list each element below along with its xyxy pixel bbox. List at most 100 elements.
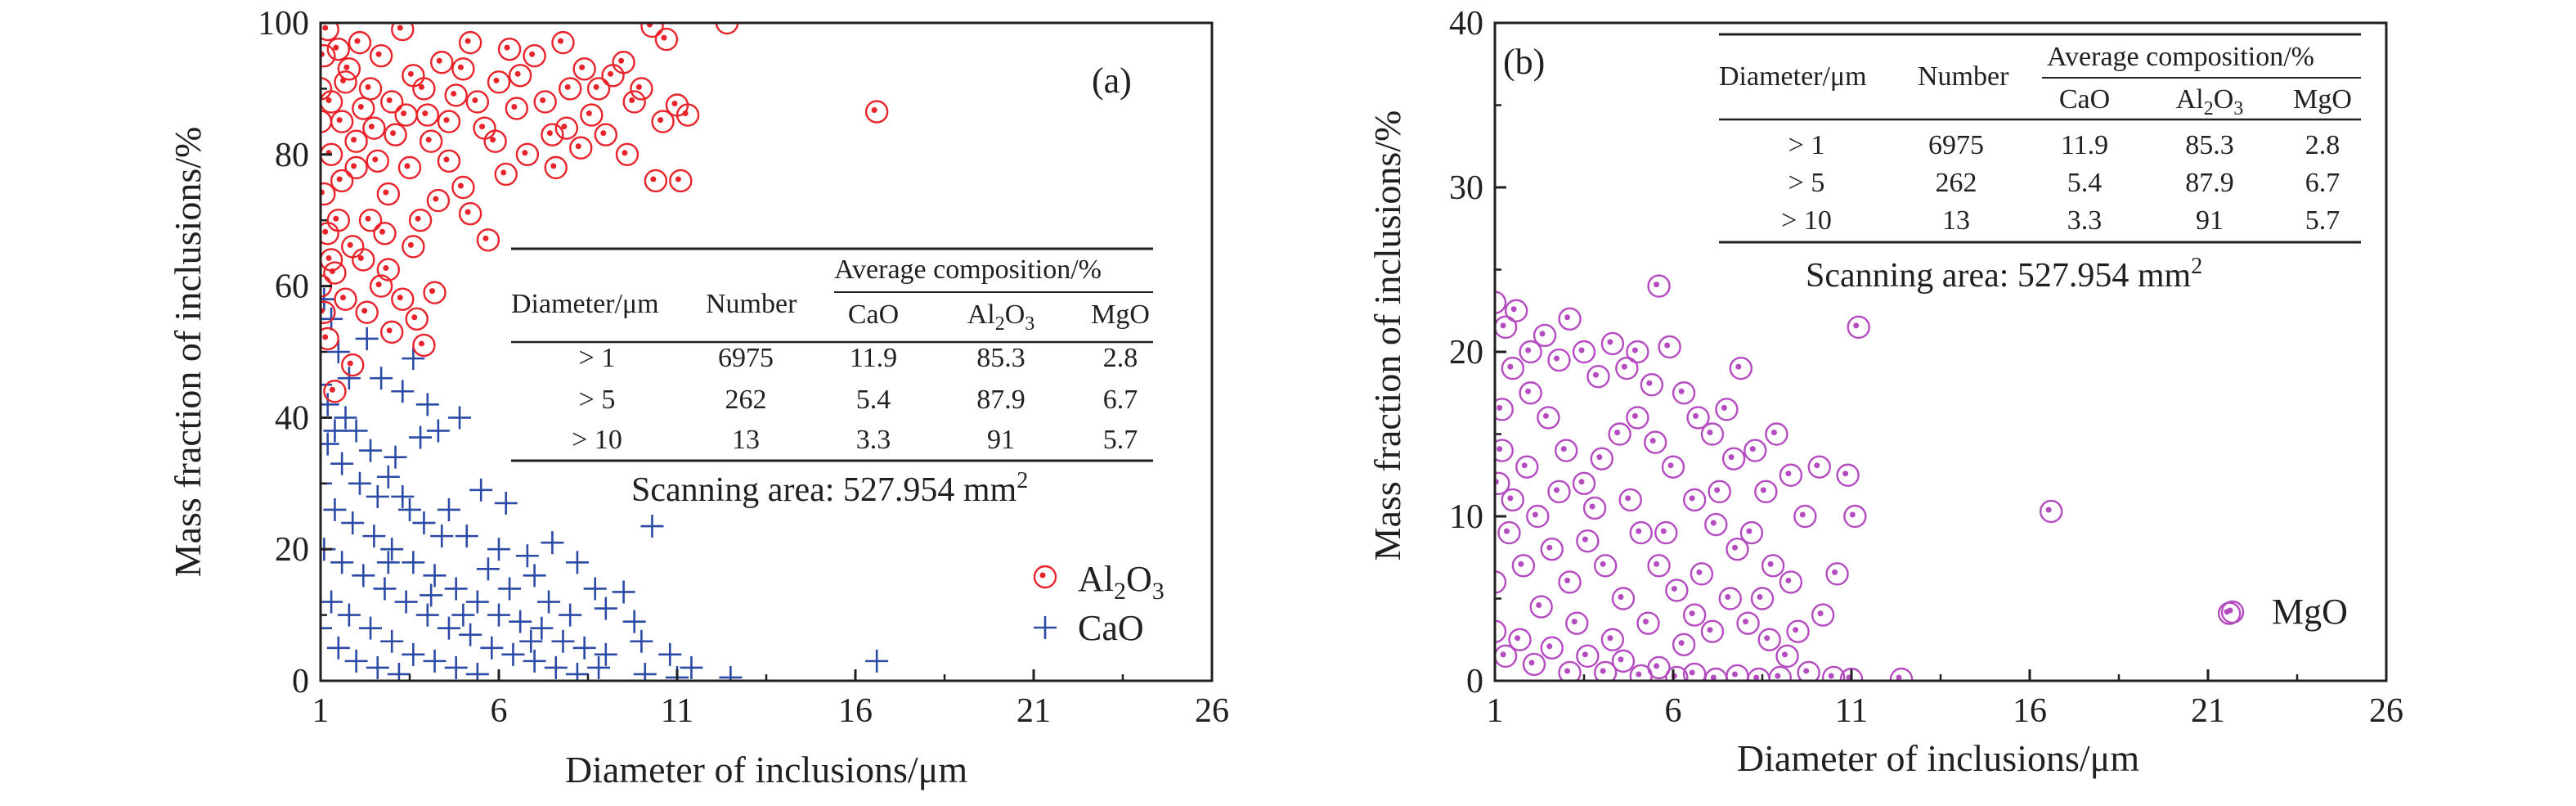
data-point xyxy=(348,30,372,55)
series-cao xyxy=(321,287,889,681)
table-scanning-area: Scanning area: 527.954 mm2 xyxy=(1806,254,2202,295)
panel-a-y-axis-title: Mass fraction of inclusions/% xyxy=(167,127,209,578)
y-tick-label: 20 xyxy=(275,531,309,569)
data-point xyxy=(1700,422,1725,446)
data-point xyxy=(380,90,404,114)
data-point xyxy=(1726,664,1749,681)
y-tick-label: 10 xyxy=(1449,498,1483,536)
x-tick-label: 1 xyxy=(1487,692,1504,730)
data-point xyxy=(402,551,425,574)
x-tick-label: 6 xyxy=(491,692,508,730)
data-point xyxy=(423,649,447,673)
data-point xyxy=(1629,520,1653,545)
data-point xyxy=(444,577,468,601)
data-point xyxy=(594,642,617,666)
data-point xyxy=(391,287,415,311)
data-point xyxy=(1779,570,1803,594)
data-point xyxy=(1495,315,1518,340)
data-point xyxy=(366,149,389,173)
data-point xyxy=(337,367,361,390)
data-point xyxy=(391,484,415,508)
data-point xyxy=(1565,611,1589,635)
y-tick-label: 40 xyxy=(275,399,309,437)
data-point xyxy=(565,662,589,681)
data-point xyxy=(473,116,496,140)
data-point xyxy=(455,525,478,548)
legend-marker-circle xyxy=(2220,600,2245,624)
data-point xyxy=(376,258,401,281)
table-cell-diameter: > 10 xyxy=(1781,205,1832,236)
data-point xyxy=(402,235,425,259)
data-point xyxy=(1501,488,1525,512)
data-point xyxy=(380,629,404,653)
data-point xyxy=(344,649,368,673)
table-cell-al2o3: 85.3 xyxy=(976,343,1025,373)
data-point xyxy=(362,116,386,140)
data-point xyxy=(1511,554,1536,578)
data-point xyxy=(1626,406,1649,430)
data-point xyxy=(1797,660,1820,681)
table-cell-diameter: > 10 xyxy=(572,425,622,455)
data-point xyxy=(1754,480,1778,504)
data-point xyxy=(373,222,397,245)
data-point xyxy=(594,123,617,146)
data-point xyxy=(321,222,339,245)
panel-b-plot-frame xyxy=(1493,21,2388,682)
data-point xyxy=(366,484,389,508)
x-tick-label: 16 xyxy=(2013,692,2047,730)
data-point xyxy=(451,603,475,627)
table-cell-mgo: 6.7 xyxy=(1103,385,1138,415)
data-point xyxy=(537,590,561,614)
panel-b-inset-table: Diameter/μm Number Average composition/%… xyxy=(1719,33,2361,295)
data-point xyxy=(321,248,343,272)
data-point xyxy=(341,235,365,259)
data-point xyxy=(541,531,564,555)
data-point xyxy=(1529,595,1553,619)
table-header-average: Average composition/% xyxy=(834,254,1102,285)
table-subheader-al2o3: Al2O3 xyxy=(2176,84,2244,119)
data-point xyxy=(1547,348,1571,372)
data-point xyxy=(1729,356,1753,380)
data-point xyxy=(1540,538,1564,561)
data-point xyxy=(508,64,532,88)
data-point xyxy=(497,37,522,61)
data-point xyxy=(640,515,664,538)
data-point xyxy=(487,70,511,94)
data-point xyxy=(1726,538,1749,561)
data-point xyxy=(1647,274,1671,298)
data-point xyxy=(1558,660,1582,681)
data-point xyxy=(669,169,693,193)
data-point xyxy=(1765,422,1788,446)
data-point xyxy=(334,406,357,430)
data-point xyxy=(326,340,350,363)
data-point xyxy=(352,97,375,120)
data-point xyxy=(612,580,635,604)
table-cell-number: 262 xyxy=(725,385,767,415)
data-point xyxy=(423,564,447,588)
data-point xyxy=(630,629,653,653)
table-cell-al2o3: 91 xyxy=(2196,205,2224,236)
legend-marker-circle xyxy=(1033,565,1057,589)
table-cell-cao: 5.4 xyxy=(2067,168,2103,198)
data-point xyxy=(864,100,889,124)
data-point xyxy=(1682,488,1707,512)
data-point xyxy=(402,347,425,371)
data-point xyxy=(1586,364,1610,389)
data-point xyxy=(1611,587,1636,610)
data-point xyxy=(323,380,347,403)
data-point xyxy=(1708,480,1731,504)
data-point xyxy=(569,136,593,160)
data-point xyxy=(498,577,522,601)
y-tick-label: 0 xyxy=(1466,663,1483,700)
table-cell-number: 262 xyxy=(1936,168,1977,198)
data-point xyxy=(523,564,546,588)
data-point xyxy=(554,116,579,140)
table-subheader-cao: CaO xyxy=(848,299,899,330)
data-point xyxy=(391,380,415,403)
table-cell-diameter: > 5 xyxy=(1788,168,1825,198)
data-point xyxy=(359,616,383,640)
data-point xyxy=(476,228,500,252)
